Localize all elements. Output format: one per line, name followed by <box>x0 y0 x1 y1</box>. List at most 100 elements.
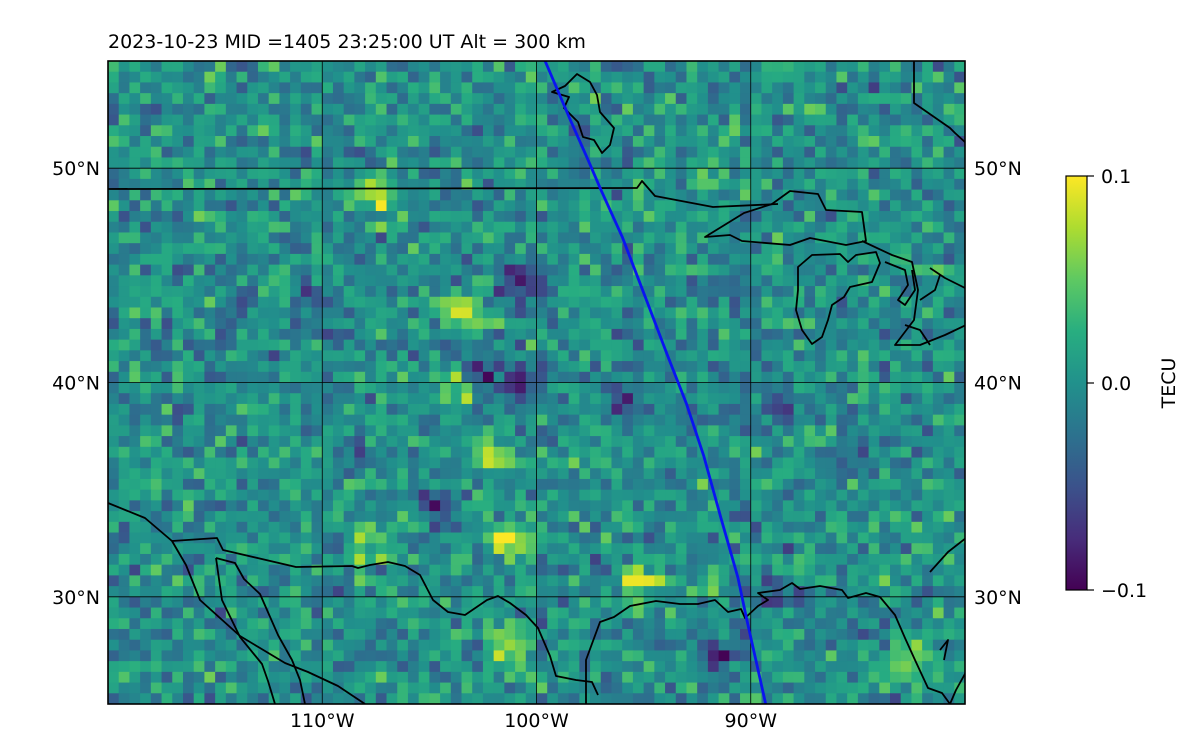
heat-cell <box>750 693 763 704</box>
heat-cell <box>354 382 366 394</box>
heat-cell <box>847 61 859 73</box>
heat-cell <box>611 543 623 555</box>
heat-cell <box>290 125 302 137</box>
heat-cell <box>386 318 398 330</box>
heat-cell <box>932 125 945 137</box>
heat-cell <box>322 500 334 512</box>
heat-cell <box>365 264 377 276</box>
heat-cell <box>300 178 313 191</box>
heat-cell <box>890 296 902 309</box>
heat-cell <box>322 339 334 351</box>
heat-cell <box>622 103 634 116</box>
heat-cell <box>268 618 280 630</box>
heat-cell <box>204 596 216 609</box>
heat-cell <box>418 136 430 148</box>
heat-cell <box>932 168 945 180</box>
heat-cell <box>611 243 623 255</box>
heat-cell <box>225 71 238 84</box>
heat-cell <box>632 339 645 351</box>
heat-cell <box>750 596 763 609</box>
heat-cell <box>290 61 302 73</box>
heat-cell <box>140 275 152 287</box>
heat-cell <box>815 328 827 341</box>
heat-cell <box>568 168 580 180</box>
heat-cell <box>397 264 409 276</box>
heat-cell <box>568 114 580 126</box>
heat-cell <box>825 521 838 534</box>
colorbar-tick-label: −0.1 <box>1101 580 1147 602</box>
heat-cell <box>375 71 388 84</box>
heat-cell <box>665 650 677 662</box>
heat-cell <box>311 82 323 94</box>
heat-cell <box>825 71 838 84</box>
heat-cell <box>879 650 891 662</box>
heat-cell <box>815 446 827 459</box>
heat-cell <box>943 564 955 576</box>
heat-cell <box>311 350 323 362</box>
heat-cell <box>922 371 934 384</box>
heat-cell <box>407 350 420 362</box>
heat-cell <box>129 500 141 512</box>
heat-cell <box>290 371 302 384</box>
heat-cell <box>354 286 366 298</box>
heat-cell <box>461 189 473 201</box>
heat-cell <box>257 114 270 126</box>
heat-cell <box>922 650 934 662</box>
heat-cell <box>375 361 388 373</box>
heat-cell <box>697 468 709 480</box>
heat-cell <box>343 61 355 73</box>
heat-cell <box>418 221 430 234</box>
heat-cell <box>397 350 409 362</box>
heat-cell <box>590 586 602 598</box>
heat-cell <box>836 607 848 619</box>
heat-cell <box>729 157 741 169</box>
heat-cell <box>172 425 184 437</box>
heat-cell <box>868 511 880 523</box>
heat-cell <box>247 618 259 630</box>
heat-cell <box>547 457 559 469</box>
heat-cell <box>568 178 580 191</box>
heat-cell <box>707 693 720 704</box>
heat-cell <box>740 425 752 437</box>
heat-cell <box>954 125 965 137</box>
heat-cell <box>536 575 548 587</box>
heat-cell <box>450 393 463 405</box>
heat-cell <box>161 93 173 105</box>
heat-cell <box>707 286 720 298</box>
heat-cell <box>793 136 805 148</box>
heat-cell <box>568 489 580 501</box>
heat-cell <box>954 168 965 180</box>
heat-cell <box>482 414 495 426</box>
heat-cell <box>750 125 763 137</box>
heat-cell <box>429 564 441 576</box>
heat-cell <box>322 318 334 330</box>
heat-cell <box>686 93 698 105</box>
heat-cell <box>204 253 216 266</box>
heat-cell <box>707 532 720 544</box>
heat-cell <box>782 575 795 587</box>
heat-cell <box>461 511 473 523</box>
heat-cell <box>204 446 216 459</box>
heat-cell <box>193 339 206 351</box>
heat-cell <box>643 318 655 330</box>
heat-cell <box>772 671 784 684</box>
heat-cell <box>922 146 934 159</box>
heat-cell <box>793 639 805 652</box>
heat-cell <box>450 586 463 598</box>
heat-cell <box>890 61 902 73</box>
heat-cell <box>215 575 227 587</box>
heat-cell <box>140 264 152 276</box>
heat-cell <box>750 146 763 159</box>
heat-cell <box>204 500 216 512</box>
heat-cell <box>300 307 313 319</box>
heat-cell <box>879 211 891 223</box>
heat-cell <box>225 618 238 630</box>
heat-cell <box>215 436 227 448</box>
heat-cell <box>150 350 163 362</box>
heat-cell <box>236 328 248 341</box>
heat-cell <box>375 511 388 523</box>
heat-cell <box>879 403 891 416</box>
heat-cell <box>482 446 495 459</box>
heat-cell <box>632 425 645 437</box>
lat-tick-label-left: 40°N <box>52 373 100 395</box>
